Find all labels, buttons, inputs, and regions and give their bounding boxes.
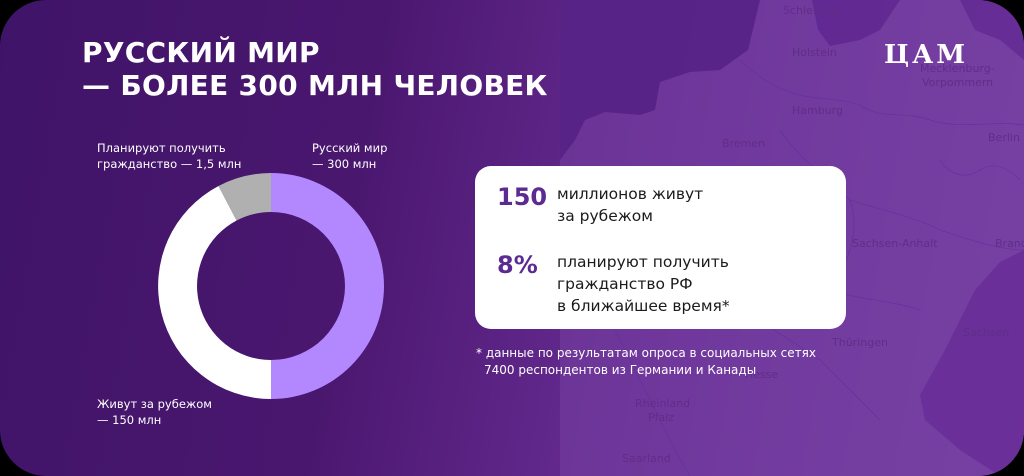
svg-text:Mecklenburg-: Mecklenburg- [920, 62, 995, 75]
svg-text:Bremen: Bremen [722, 137, 765, 150]
svg-text:Brand: Brand [995, 237, 1024, 250]
donut-segment-abroad [158, 186, 271, 399]
logo: ЦАМ [884, 40, 969, 70]
label-planning: Планируют получить гражданство — 1,5 млн [97, 141, 242, 171]
page-title: РУССКИЙ МИР — БОЛЕЕ 300 МЛН ЧЕЛОВЕК [82, 36, 548, 102]
svg-text:Thüringen: Thüringen [831, 336, 888, 349]
stat-description: миллионов живут за рубежом [557, 185, 704, 225]
svg-text:Hesse: Hesse [745, 368, 779, 381]
stats-panel: 150 миллионов живут за рубежом 8% планир… [475, 166, 846, 329]
svg-text:Schleswig-: Schleswig- [783, 4, 842, 17]
stat-value: 150 [497, 183, 548, 211]
stat-abroad: 150 миллионов живут за рубежом [497, 183, 703, 227]
title-line-1: РУССКИЙ МИР [82, 36, 320, 69]
title-line-2: — БОЛЕЕ 300 МЛН ЧЕЛОВЕК [82, 69, 548, 102]
svg-text:Sachsen-Anhalt: Sachsen-Anhalt [852, 237, 938, 250]
stat-citizenship: 8% планируют получить гражданство РФ в б… [497, 251, 730, 317]
svg-text:Saarland: Saarland [622, 452, 671, 465]
donut-segment-russian-world [271, 173, 384, 399]
svg-text:Hamburg: Hamburg [792, 104, 843, 117]
label-russian-world: Русский мир — 300 млн [312, 141, 388, 171]
svg-text:Rheinland: Rheinland [635, 397, 690, 410]
svg-text:Holstein: Holstein [792, 46, 837, 59]
footnote: * данные по результатам опроса в социаль… [476, 346, 816, 377]
svg-text:Berlin: Berlin [988, 131, 1020, 144]
stat-description: планируют получить гражданство РФ в ближ… [557, 253, 730, 315]
stat-value: 8% [497, 251, 538, 279]
label-abroad: Живут за рубежом — 150 млн [97, 397, 212, 427]
svg-text:Pfalz: Pfalz [648, 411, 674, 424]
svg-text:Vorpommern: Vorpommern [922, 76, 993, 89]
donut-chart [158, 173, 384, 399]
donut-segment-planning [218, 173, 271, 221]
svg-text:Sachsen: Sachsen [963, 326, 1009, 339]
